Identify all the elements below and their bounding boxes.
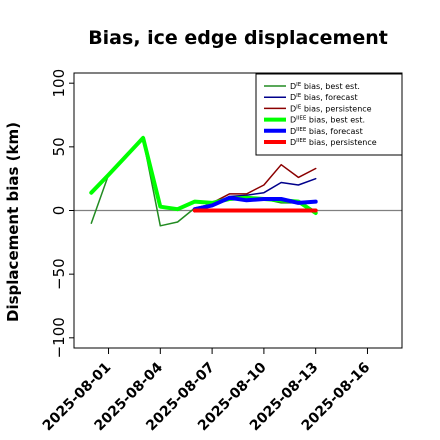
y-tick-label: −50 — [50, 258, 68, 290]
y-tick-label: 0 — [50, 206, 68, 216]
legend: DIE bias, best est. DIE bias, forecast DIE… — [255, 73, 403, 156]
legend-label-1: DIE bias, best est. — [290, 82, 360, 91]
legend-label-4: DIIEE bias, best est. — [290, 116, 365, 125]
plot-area — [74, 135, 402, 227]
legend-label-6: DIIEE bias, persistence — [290, 138, 377, 147]
y-tick-label: −100 — [50, 317, 68, 358]
y-tick-label: 100 — [50, 69, 68, 98]
legend-label-5: DIIEE bias, forecast — [290, 127, 363, 136]
chart-title: Bias, ice edge displacement — [88, 27, 388, 49]
y-tick-label: 50 — [50, 137, 68, 156]
y-axis-label: Displacement bias (km) — [4, 122, 22, 322]
legend-label-3: DIE bias, persistence — [290, 104, 372, 113]
legend-label-2: DIE bias, forecast — [290, 93, 358, 102]
series-line-5 — [192, 195, 318, 212]
